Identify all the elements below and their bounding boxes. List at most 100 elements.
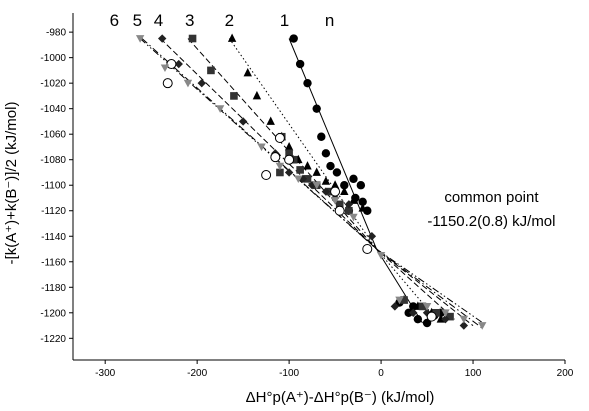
annotation-line-2: -1150.2(0.8) kJ/mol: [427, 213, 555, 230]
point-circle-open: [261, 170, 272, 181]
point-triangle: [266, 116, 275, 125]
y-tick-label: -1160: [41, 257, 66, 268]
point-square: [276, 168, 284, 177]
point-triangle: [330, 180, 340, 189]
point-triangle-down: [422, 303, 432, 311]
y-tick-label: -1000: [40, 53, 66, 64]
point-diamond: [459, 321, 469, 330]
point-diamond: [174, 59, 183, 69]
y-tick-label: -1020: [40, 79, 66, 90]
point-triangle-down: [183, 79, 193, 88]
point-square: [230, 92, 238, 100]
point-triangle-down: [135, 35, 145, 43]
point-triangle: [321, 176, 331, 185]
point-circle-filled: [356, 181, 366, 190]
series-header-label: n: [325, 11, 334, 30]
point-triangle: [349, 195, 358, 204]
point-circle-filled: [303, 78, 312, 88]
point-triangle: [312, 167, 321, 176]
point-circle-open: [362, 244, 373, 255]
point-circle-open: [330, 186, 341, 197]
point-diamond: [367, 232, 377, 241]
point-circle-filled: [404, 308, 413, 317]
point-triangle-down: [294, 175, 303, 184]
point-diamond: [284, 168, 294, 177]
point-diamond: [158, 34, 167, 43]
point-triangle: [252, 90, 262, 100]
x-tick-label: -200: [187, 368, 207, 379]
y-tick-label: -1100: [41, 181, 66, 192]
point-triangle-down: [478, 322, 487, 330]
x-tick-label: -300: [95, 368, 115, 379]
x-tick-label: 100: [465, 368, 482, 379]
series-label-5: 5: [133, 11, 142, 30]
point-square: [400, 296, 408, 304]
point-triangle-down: [312, 181, 321, 190]
point-triangle: [284, 141, 294, 151]
data-points: [135, 33, 487, 330]
y-tick-label: -1120: [41, 206, 66, 217]
point-triangle-down: [441, 309, 450, 317]
point-triangle-down: [330, 197, 340, 205]
point-square: [446, 312, 454, 321]
point-circle-filled: [340, 181, 349, 190]
point-diamond: [197, 78, 206, 88]
point-circle-filled: [295, 59, 305, 69]
series-label-3: 3: [185, 11, 194, 30]
point-triangle-down: [275, 162, 285, 171]
point-circle-filled: [289, 34, 298, 43]
point-triangle-down: [395, 296, 404, 305]
fit-line-series-3: [187, 38, 455, 320]
point-circle-filled: [312, 104, 321, 113]
y-tick-label: -1060: [40, 130, 66, 141]
point-circle-open: [284, 154, 295, 165]
x-tick-label: 200: [557, 368, 574, 379]
point-circle-filled: [358, 197, 367, 207]
series-label-6: 6: [110, 11, 119, 30]
point-square: [296, 166, 304, 174]
y-tick-label: -1200: [40, 308, 66, 319]
point-square: [188, 34, 197, 43]
point-square: [303, 175, 312, 183]
point-triangle-down: [349, 213, 358, 222]
x-tick-label: 0: [378, 368, 384, 379]
point-circle-filled: [317, 132, 326, 141]
point-triangle: [358, 203, 367, 212]
point-square: [418, 302, 427, 311]
point-circle-open: [334, 205, 345, 216]
series-label-1: 1: [280, 11, 289, 30]
point-circle-filled: [349, 174, 358, 184]
point-triangle-down: [257, 143, 266, 152]
point-square: [285, 149, 293, 158]
point-diamond: [409, 308, 418, 317]
point-triangle-down: [459, 315, 469, 324]
series-label-2: 2: [225, 11, 234, 30]
y-tick-label: -1040: [40, 104, 66, 115]
point-triangle: [227, 33, 237, 42]
point-circle-filled: [413, 314, 423, 324]
y-tick-label: -1220: [40, 334, 66, 345]
point-triangle: [340, 186, 349, 196]
point-square: [432, 308, 441, 317]
point-diamond: [390, 302, 400, 311]
annotation-line-1: common point: [444, 189, 539, 206]
point-circle-open: [166, 59, 177, 70]
point-triangle-down: [376, 251, 386, 260]
point-circle-open: [426, 311, 437, 322]
point-circle-open: [270, 152, 281, 163]
x-axis-title: ΔH°p(A⁺)-ΔH°p(B⁻) (kJ/mol): [246, 389, 435, 406]
y-tick-label: -1140: [41, 232, 66, 243]
point-triangle-down: [215, 105, 225, 113]
y-tick-label: -980: [46, 28, 66, 39]
point-diamond: [238, 117, 248, 126]
point-circle-filled: [321, 149, 331, 158]
point-circle-filled: [332, 168, 342, 177]
point-triangle: [243, 67, 252, 77]
y-tick-label: -1180: [41, 283, 66, 294]
point-square: [207, 66, 215, 75]
y-tick-label: -1080: [40, 155, 66, 166]
series-label-4: 4: [154, 11, 163, 30]
point-circle-open: [274, 133, 285, 144]
y-axis-title: -[k(A⁺)+k(B⁻)]/2 (kJ/mol): [3, 102, 20, 265]
